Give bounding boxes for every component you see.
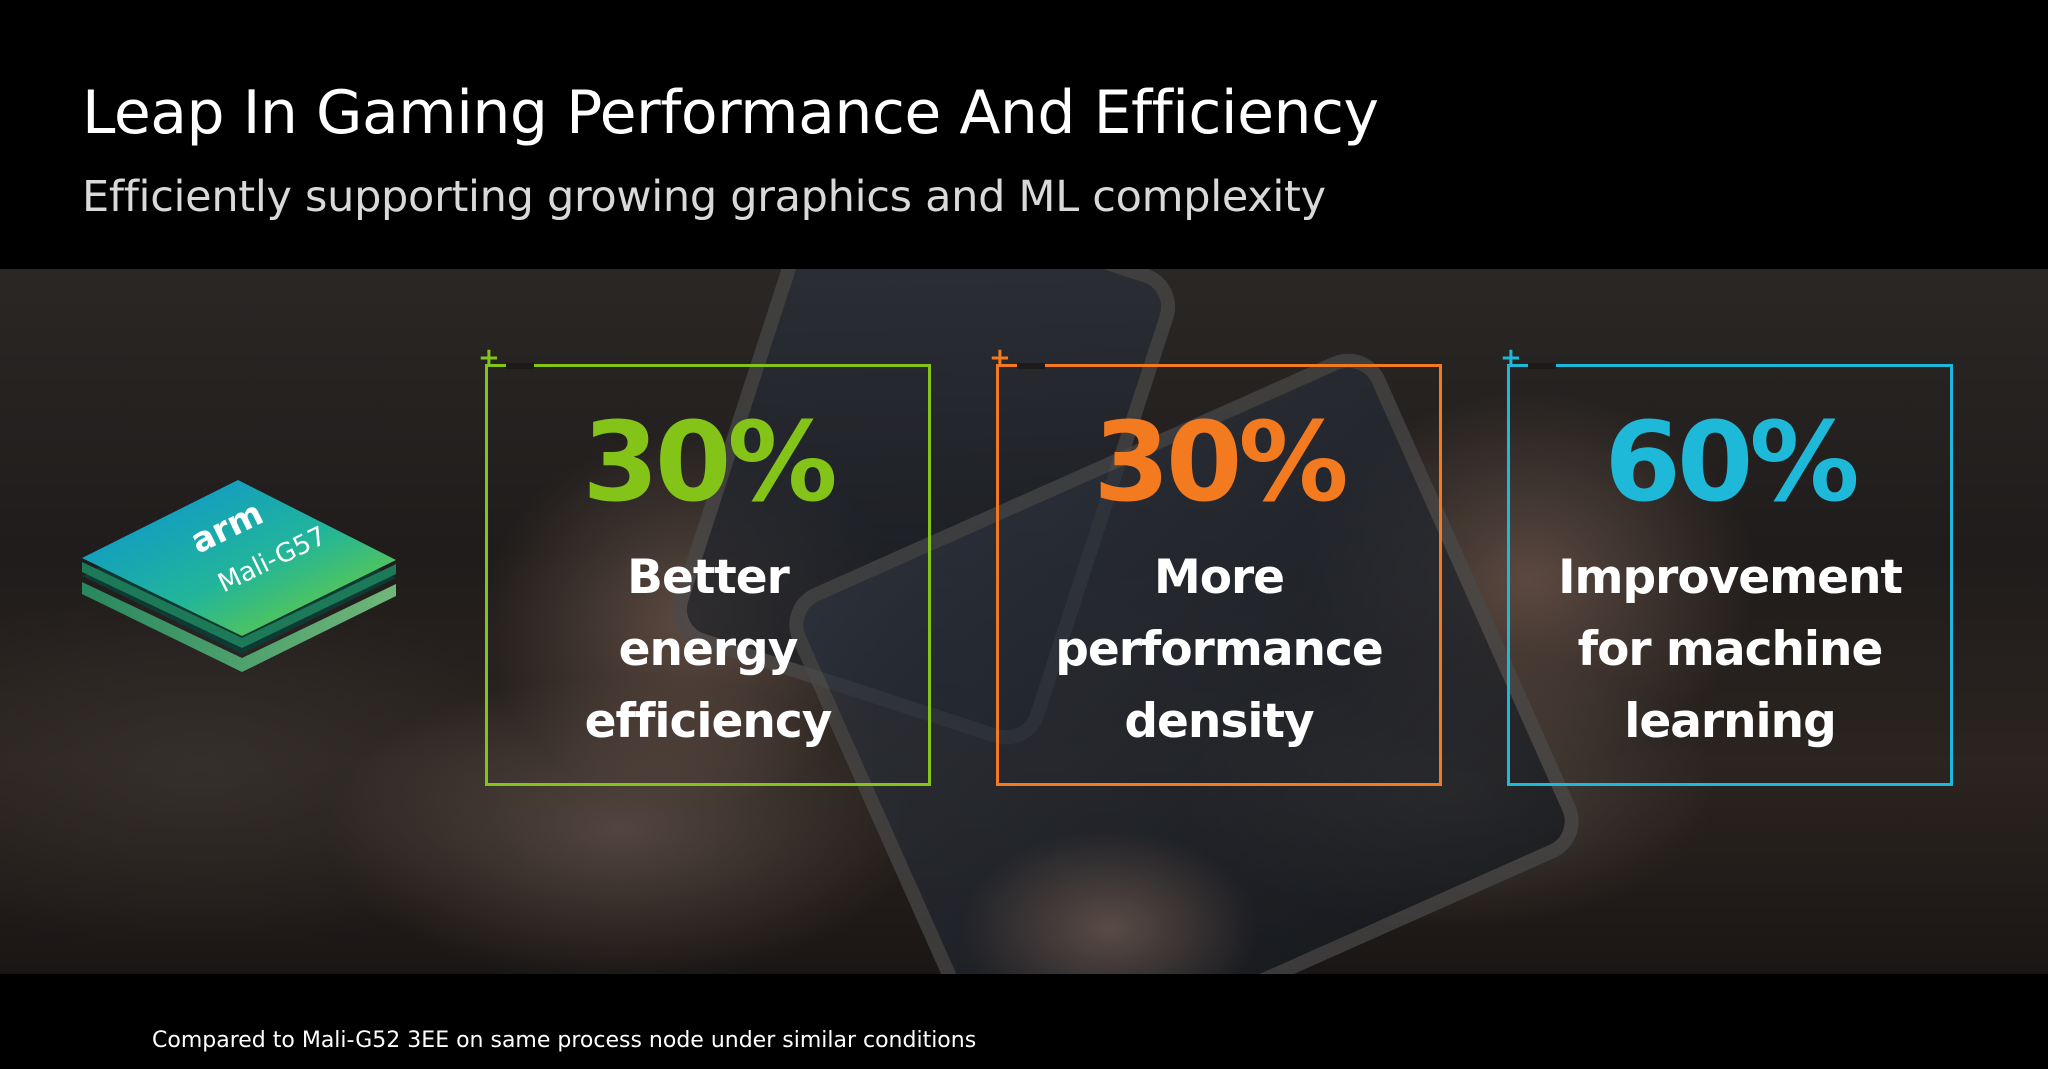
stat-line: for machine: [1577, 622, 1884, 677]
stat-line: learning: [1624, 694, 1837, 749]
border-gap: [506, 363, 534, 369]
stat-description: Improvement for machine learning: [1510, 542, 1950, 758]
stat-line: efficiency: [584, 694, 833, 749]
stat-card-machine-learning: + 60% Improvement for machine learning: [1500, 345, 1953, 786]
slide-subtitle: Efficiently supporting growing graphics …: [82, 172, 1326, 222]
border-gap: [1528, 363, 1556, 369]
stat-card-energy-efficiency: + 30% Better energy efficiency: [478, 345, 931, 786]
stat-line: Better: [627, 550, 790, 605]
plus-icon: +: [1500, 343, 1522, 373]
slide-title: Leap In Gaming Performance And Efficienc…: [82, 78, 1379, 148]
stat-line: Improvement: [1558, 550, 1903, 605]
stat-value: 60%: [1604, 398, 1859, 526]
stat-card-performance-density: + 30% More performance density: [989, 345, 1442, 786]
footnote: Compared to Mali-G52 3EE on same process…: [152, 1028, 977, 1053]
stat-value: 30%: [582, 398, 837, 526]
stat-line: energy: [618, 622, 799, 677]
plus-icon: +: [989, 343, 1011, 373]
stat-value: 30%: [1093, 398, 1348, 526]
stat-description: More performance density: [999, 542, 1439, 758]
stat-line: density: [1124, 694, 1314, 749]
border-gap: [1017, 363, 1045, 369]
stat-line: More: [1153, 550, 1285, 605]
plus-icon: +: [478, 343, 500, 373]
stat-description: Better energy efficiency: [488, 542, 928, 758]
stat-line: performance: [1055, 622, 1384, 677]
arm-mali-chip-icon: arm Mali-G57: [78, 462, 408, 692]
